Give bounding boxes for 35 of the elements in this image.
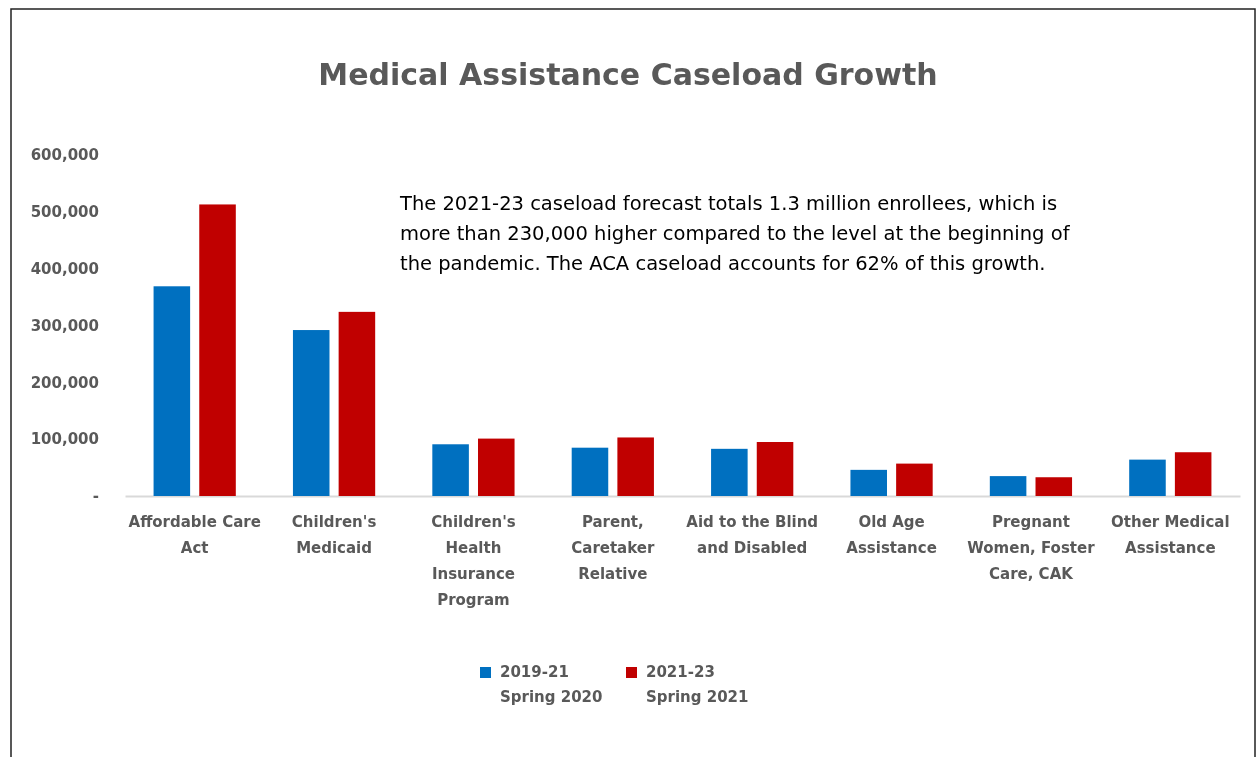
bar: [1035, 477, 1073, 496]
legend-label: 2019-21 Spring 2020: [500, 663, 603, 706]
chart-title: Medical Assistance Caseload Growth: [318, 57, 938, 92]
y-tick-label: 600,000: [30, 146, 99, 165]
x-tick-label: Children's Medicaid: [291, 512, 377, 557]
bar: [711, 448, 748, 496]
bar: [478, 438, 515, 496]
y-tick-label: -: [92, 487, 99, 506]
x-tick-label: Affordable Care Act: [128, 512, 261, 557]
bar: [571, 447, 609, 496]
bar: [617, 437, 654, 496]
y-tick-label: 300,000: [30, 316, 99, 335]
y-tick-label: 400,000: [30, 259, 99, 278]
bar: [989, 476, 1027, 496]
bar: [1174, 452, 1212, 496]
bar: [850, 469, 887, 496]
bar: [199, 204, 236, 496]
bar: [1129, 459, 1166, 496]
bar: [432, 444, 469, 496]
annotation: The 2021-23 caseload forecast totals 1.3 million enrollees, which is more than 230,000 higher compared to the level at the beginning of the pandemic. The ACA caseload accounts for 62% of this growth.: [399, 192, 1071, 275]
y-tick-label: 100,000: [30, 430, 99, 449]
bar: [896, 463, 933, 496]
y-tick-label: 200,000: [30, 373, 99, 392]
x-tick-label: Children's Health Insurance Program: [431, 512, 516, 610]
bar: [756, 442, 794, 496]
legend-label: 2021-23 Spring 2021: [646, 663, 749, 706]
x-tick-label: Parent, Caretaker Relative: [571, 512, 655, 584]
x-tick-label: Aid to the Blind and Disabled: [686, 512, 819, 557]
bar: [153, 286, 191, 496]
bar: [292, 330, 330, 496]
bar: [338, 311, 376, 496]
x-tick-label: Old Age Assistance: [846, 512, 937, 557]
y-tick-label: 500,000: [30, 203, 99, 222]
x-tick-label: Pregnant Women, Foster Care, CAK: [967, 512, 1096, 584]
x-tick-label: Other Medical Assistance: [1111, 512, 1230, 557]
